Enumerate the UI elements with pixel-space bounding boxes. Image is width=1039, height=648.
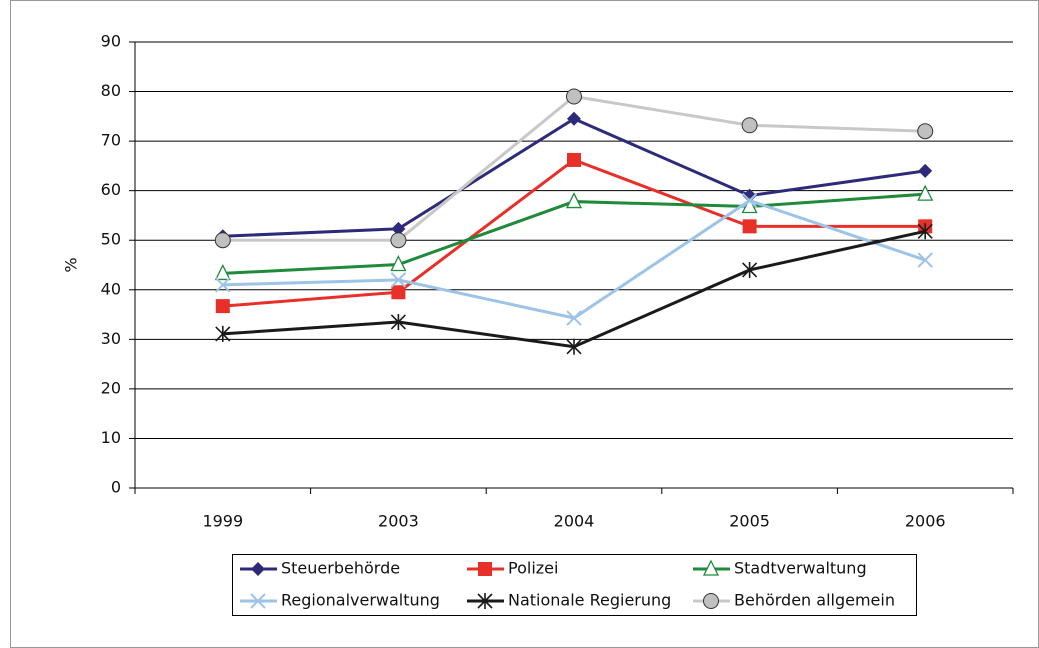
marker <box>214 232 231 249</box>
x-tick-label: 2005 <box>729 512 770 531</box>
y-axis-label: % <box>62 257 81 272</box>
marker <box>390 313 406 330</box>
marker <box>215 299 230 314</box>
marker <box>566 88 582 105</box>
marker <box>742 188 757 203</box>
y-tick-label: 80 <box>101 81 121 100</box>
marker <box>567 152 581 167</box>
marker <box>250 593 266 609</box>
marker <box>742 261 758 278</box>
y-tick-label: 10 <box>101 428 121 447</box>
marker <box>390 272 407 288</box>
marker <box>566 310 582 326</box>
x-tick-label: 2004 <box>554 512 595 531</box>
marker <box>565 192 583 209</box>
x-tick-label: 2006 <box>905 512 946 531</box>
marker <box>917 223 933 240</box>
marker <box>741 197 758 214</box>
marker <box>741 192 758 209</box>
y-tick-label: 20 <box>101 378 121 397</box>
legend-label: Behörden allgemein <box>734 591 895 610</box>
x-tick-label: 1999 <box>202 512 243 531</box>
marker <box>742 219 757 234</box>
legend-label: Steuerbehörde <box>281 559 400 578</box>
marker <box>917 184 934 201</box>
marker <box>567 111 581 126</box>
legend-label: Regionalverwaltung <box>281 591 440 610</box>
x-tick-label: 2003 <box>378 512 419 531</box>
marker <box>390 255 407 272</box>
frame <box>10 0 1039 648</box>
marker <box>917 252 933 268</box>
y-tick-label: 60 <box>101 180 121 199</box>
marker <box>478 562 492 576</box>
marker <box>918 163 933 178</box>
marker <box>566 338 582 355</box>
legend <box>232 554 917 616</box>
marker <box>703 593 719 609</box>
marker <box>391 285 406 300</box>
y-tick-label: 50 <box>101 230 121 249</box>
marker <box>390 232 407 249</box>
legend-label: Polizei <box>508 559 558 578</box>
legend-label: Stadtverwaltung <box>734 559 867 578</box>
y-tick-label: 40 <box>101 279 121 298</box>
marker <box>215 325 231 342</box>
legend-label: Nationale Regierung <box>508 591 671 610</box>
marker <box>391 221 406 236</box>
marker <box>251 562 265 576</box>
y-tick-label: 0 <box>111 478 121 497</box>
y-tick-label: 70 <box>101 131 121 150</box>
marker <box>741 117 758 134</box>
marker <box>477 593 493 609</box>
marker <box>214 263 231 281</box>
marker <box>702 559 720 576</box>
y-tick-label: 30 <box>101 329 121 348</box>
y-tick-label: 90 <box>101 32 121 51</box>
marker <box>917 123 934 140</box>
marker <box>215 277 231 293</box>
